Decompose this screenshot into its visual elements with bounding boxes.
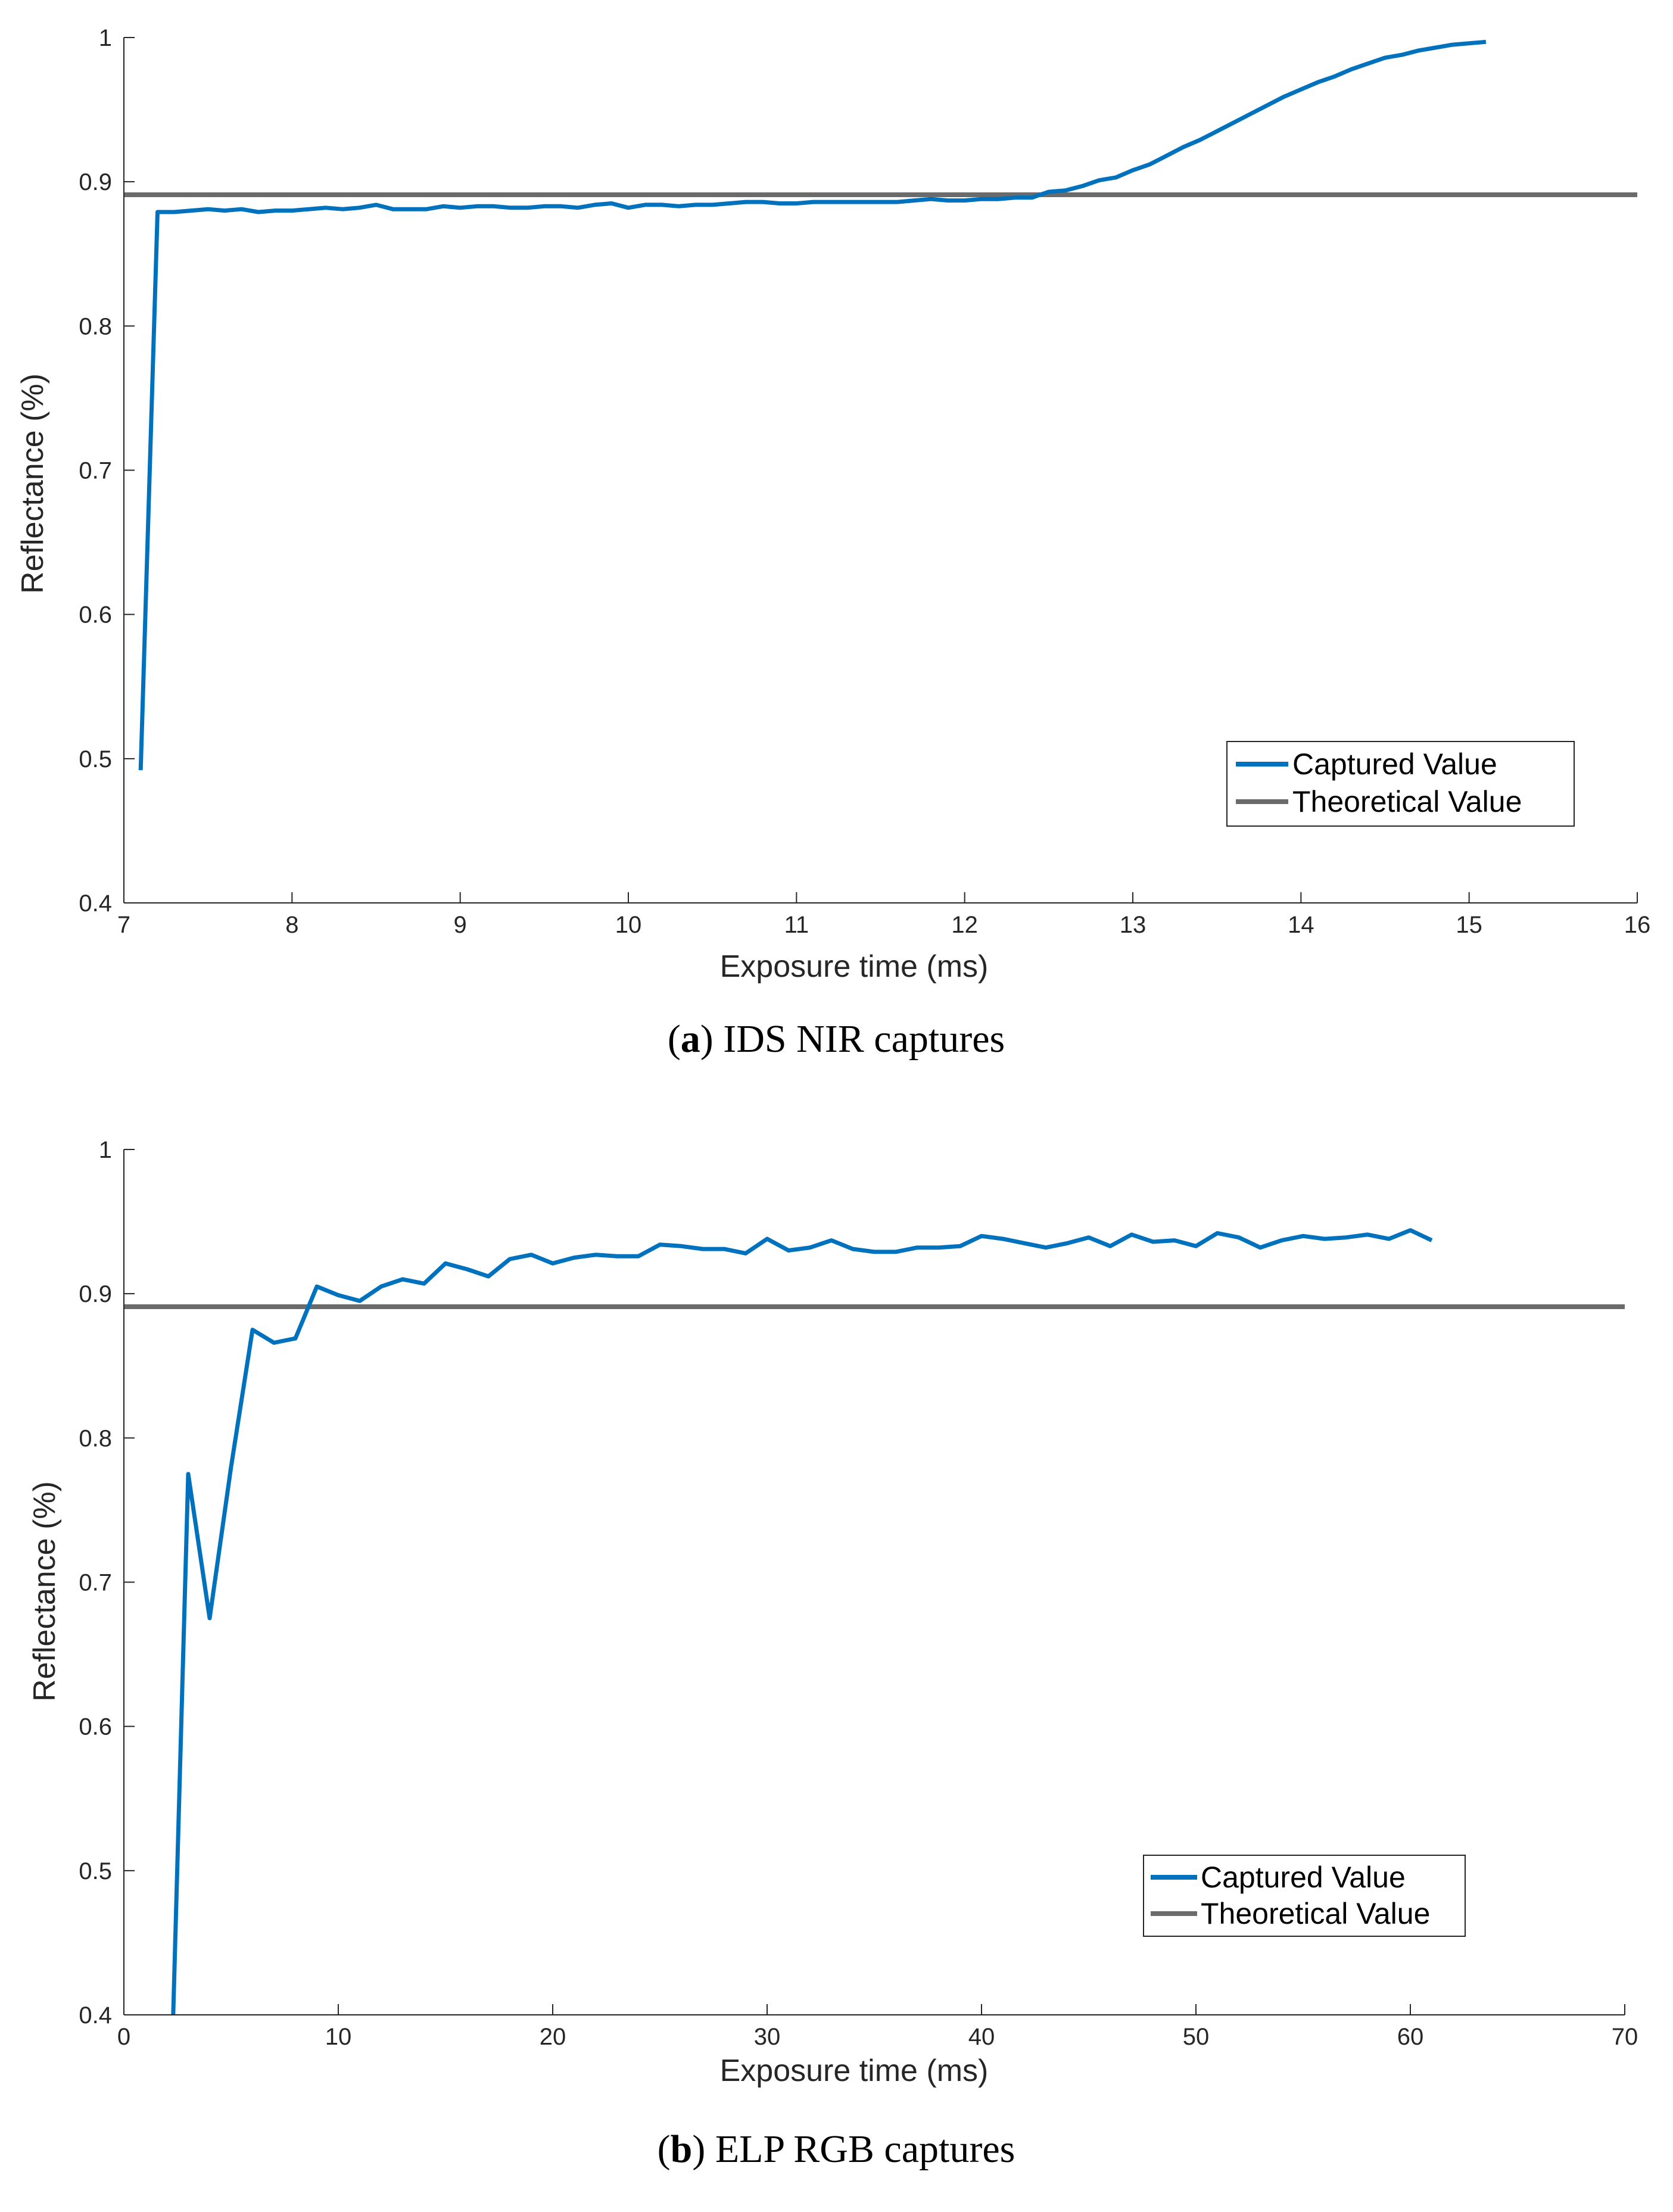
caption-letter: b [671, 2127, 693, 2171]
x-tick-label: 30 [754, 2024, 781, 2050]
x-tick-label: 11 [784, 912, 809, 938]
x-tick-label: 20 [540, 2024, 566, 2050]
y-tick-label: 0.7 [79, 458, 112, 484]
y-tick-label: 1 [99, 25, 112, 51]
x-tick-label: 40 [968, 2024, 995, 2050]
caption-text: ) IDS NIR captures [700, 1017, 1005, 1061]
legend-label-captured: Captured Value [1292, 747, 1497, 781]
x-tick-label: 14 [1288, 912, 1314, 938]
caption-b: (b) ELP RGB captures [658, 2127, 1015, 2171]
legend: Captured Value Theoretical Value [1226, 741, 1575, 827]
tick-layer: 7 8 9 10 11 12 13 14 15 16 0.4 0.5 0.6 0.7 0.8 0.9 1 [79, 25, 1650, 938]
series-line-captured [138, 39, 1487, 771]
series-layer [124, 39, 1637, 771]
legend-label-theoretical: Theoretical Value [1201, 1897, 1430, 1930]
legend-label-captured: Captured Value [1201, 1861, 1406, 1894]
series-line-captured [171, 1228, 1433, 2015]
x-tick-label: 12 [951, 912, 978, 938]
chart-b: 0 10 20 30 40 50 60 70 0.4 0.5 0.6 0.7 0.8 0.9 1 Expos… [27, 1137, 1638, 2171]
x-tick-label: 10 [325, 2024, 352, 2050]
x-tick-label: 13 [1120, 912, 1147, 938]
y-tick-label: 0.5 [79, 746, 112, 772]
y-tick-label: 0.4 [79, 890, 112, 917]
x-tick-label: 10 [615, 912, 642, 938]
caption-a: (a) IDS NIR captures [668, 1017, 1005, 1061]
x-axis-title: Exposure time (ms) [720, 949, 989, 984]
y-axis-title: Reflectance (%) [15, 373, 50, 594]
x-tick-label: 15 [1456, 912, 1482, 938]
legend-box [1143, 1855, 1466, 1937]
y-axis-title: Reflectance (%) [27, 1481, 62, 1702]
y-tick-label: 0.5 [79, 1858, 112, 1884]
x-tick-label: 16 [1624, 912, 1651, 938]
y-tick-label: 0.6 [79, 1714, 112, 1740]
legend-label-theoretical: Theoretical Value [1292, 785, 1522, 818]
x-tick-label: 7 [117, 912, 130, 938]
x-tick-label: 0 [117, 2024, 130, 2050]
y-tick-label: 0.9 [79, 169, 112, 195]
y-tick-label: 0.6 [79, 602, 112, 628]
x-tick-label: 60 [1397, 2024, 1424, 2050]
caption-letter: a [681, 1017, 700, 1061]
x-tick-label: 50 [1183, 2024, 1210, 2050]
y-tick-label: 0.8 [79, 313, 112, 339]
y-tick-label: 1 [99, 1137, 112, 1163]
legend-box [1226, 741, 1575, 827]
y-tick-label: 0.7 [79, 1570, 112, 1596]
x-axis-title: Exposure time (ms) [720, 2054, 989, 2088]
caption-text: ) ELP RGB captures [692, 2127, 1015, 2171]
y-tick-label: 0.8 [79, 1425, 112, 1451]
series-layer [124, 1228, 1625, 2015]
y-tick-label: 0.9 [79, 1281, 112, 1307]
y-tick-label: 0.4 [79, 2002, 112, 2029]
tick-layer: 0 10 20 30 40 50 60 70 0.4 0.5 0.6 0.7 0.8 0.9 1 [79, 1137, 1638, 2050]
x-tick-label: 9 [454, 912, 467, 938]
legend: Captured Value Theoretical Value [1143, 1855, 1466, 1937]
chart-a: 7 8 9 10 11 12 13 14 15 16 0.4 0.5 0.6 0.7 0.8 0.9 1 Exp… [15, 25, 1650, 1061]
x-tick-label: 8 [285, 912, 298, 938]
x-tick-label: 70 [1612, 2024, 1638, 2050]
